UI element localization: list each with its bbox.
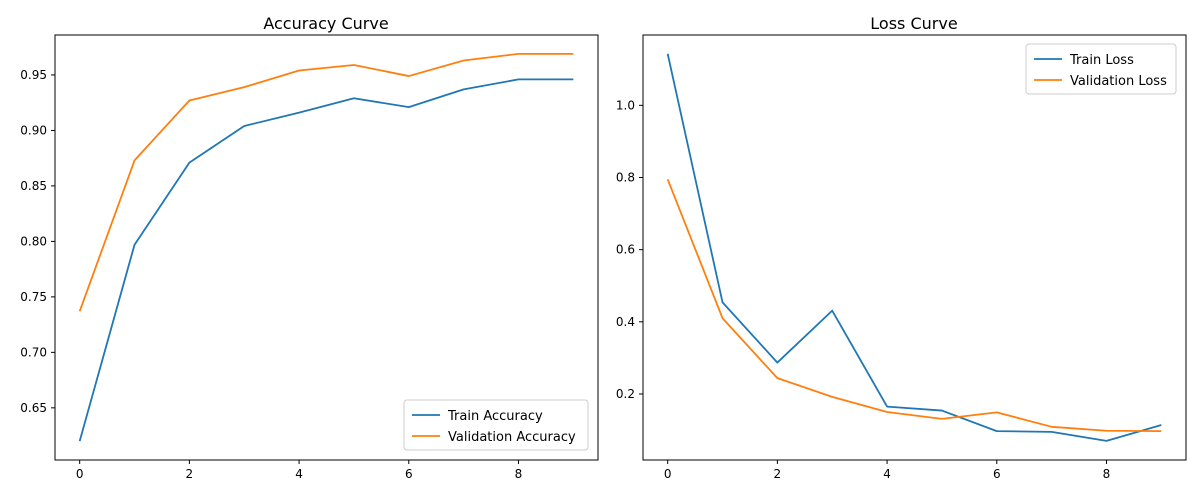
series-line-validation-loss <box>666 178 1162 433</box>
legend: Train Loss Validation Loss <box>1025 43 1177 95</box>
x-tick-label: 4 <box>295 467 303 481</box>
accuracy-chart: Accuracy Curve 0 2 4 6 8 0.65 0.70 0.75 0.80 0.8… <box>20 14 599 481</box>
y-tick-label: 0.8 <box>616 171 635 185</box>
x-tick-label: 6 <box>405 467 413 481</box>
series-line-validation-accuracy <box>78 52 574 312</box>
x-tick-label: 2 <box>186 467 194 481</box>
plot-area <box>54 34 599 461</box>
x-tick-label: 0 <box>76 467 84 481</box>
y-axis: 0.2 0.4 0.6 0.8 1.0 <box>616 98 643 401</box>
legend-label: Train Loss <box>1069 53 1134 68</box>
y-tick-label: 0.75 <box>20 290 47 304</box>
x-axis: 0 2 4 6 8 <box>76 460 522 481</box>
legend: Train Accuracy Validation Accuracy <box>403 399 589 451</box>
x-tick-label: 8 <box>515 467 523 481</box>
y-tick-label: 0.95 <box>20 68 47 82</box>
legend-label: Validation Loss <box>1070 74 1167 89</box>
series-lines <box>666 53 1162 442</box>
x-axis: 0 2 4 6 8 <box>664 460 1110 481</box>
x-tick-label: 2 <box>774 467 782 481</box>
y-tick-label: 0.65 <box>20 401 47 415</box>
y-tick-label: 0.6 <box>616 243 635 257</box>
loss-chart: Loss Curve 0 2 4 6 8 0.2 0.4 0.6 0.8 1.0 Train L… <box>616 14 1187 481</box>
chart-title: Accuracy Curve <box>263 14 388 33</box>
chart-title: Loss Curve <box>870 14 957 33</box>
y-tick-label: 0.85 <box>20 179 47 193</box>
y-tick-label: 0.80 <box>20 234 47 248</box>
y-tick-label: 0.2 <box>616 387 635 401</box>
plot-area <box>642 34 1187 461</box>
legend-box <box>1025 43 1177 95</box>
legend-label: Validation Accuracy <box>448 430 576 445</box>
y-tick-label: 0.4 <box>616 315 635 329</box>
series-lines <box>78 52 574 442</box>
x-tick-label: 6 <box>993 467 1001 481</box>
y-tick-label: 0.90 <box>20 123 47 137</box>
x-tick-label: 4 <box>883 467 891 481</box>
y-tick-label: 1.0 <box>616 98 635 112</box>
y-tick-label: 0.70 <box>20 345 47 359</box>
x-tick-label: 0 <box>664 467 672 481</box>
series-line-train-accuracy <box>78 78 574 442</box>
x-tick-label: 8 <box>1103 467 1111 481</box>
y-axis: 0.65 0.70 0.75 0.80 0.85 0.90 0.95 <box>20 68 55 415</box>
legend-label: Train Accuracy <box>447 409 543 424</box>
series-line-train-loss <box>666 53 1162 442</box>
legend-box <box>403 399 589 451</box>
